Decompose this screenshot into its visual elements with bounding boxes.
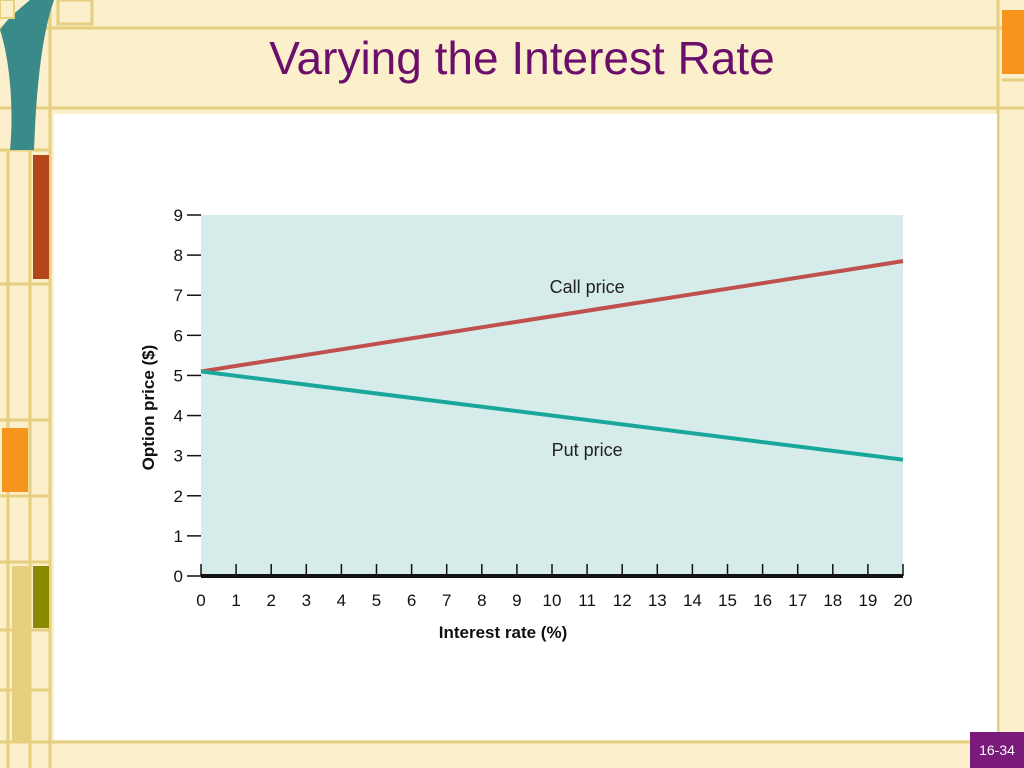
x-tick-label: 0	[196, 591, 205, 610]
x-tick-label: 11	[578, 591, 596, 610]
series-label-call: Call price	[550, 277, 625, 297]
x-tick-label: 6	[407, 591, 416, 610]
slide-title: Varying the Interest Rate	[269, 32, 775, 84]
page-number-badge: 16-34	[970, 732, 1024, 768]
x-tick-label: 19	[858, 591, 877, 610]
x-tick-label: 18	[823, 591, 842, 610]
corner-tab	[0, 0, 15, 19]
orange-accent-left	[2, 428, 28, 492]
y-tick-label: 7	[174, 286, 183, 305]
rust-accent-bar	[33, 155, 49, 279]
y-tick-label: 6	[174, 326, 183, 345]
series-line-put	[200, 369, 904, 462]
x-tick-label: 16	[753, 591, 772, 610]
y-tick-label: 2	[174, 487, 183, 506]
x-tick-label: 1	[231, 591, 240, 610]
x-tick-label: 17	[788, 591, 807, 610]
y-tick-label: 5	[174, 366, 183, 385]
orange-accent-right	[1002, 10, 1024, 74]
x-tick-label: 7	[442, 591, 451, 610]
x-tick-label: 3	[302, 591, 311, 610]
x-axis: 0 1 2 3 4 5 6 7 8 9 10 11 12 13 14 15 16 17 18 19 20	[196, 564, 912, 610]
y-tick-label: 1	[174, 527, 183, 546]
y-tick-label: 3	[174, 447, 183, 466]
series-line-call	[200, 259, 904, 374]
corner-square	[56, 0, 94, 26]
y-tick-label: 4	[174, 407, 183, 426]
series-layer: Call price Put price	[200, 259, 904, 462]
x-tick-label: 15	[718, 591, 737, 610]
gold-accent-bar	[12, 566, 30, 742]
y-tick-label: 9	[174, 206, 183, 225]
teal-swoosh-shape	[0, 0, 54, 150]
x-tick-label: 9	[512, 591, 521, 610]
x-tick-label: 13	[648, 591, 667, 610]
x-tick-label: 20	[894, 591, 913, 610]
x-tick-label: 5	[372, 591, 381, 610]
x-tick-label: 4	[337, 591, 346, 610]
x-axis-label: Interest rate (%)	[439, 623, 567, 642]
plot-background	[201, 215, 903, 576]
x-tick-label: 10	[543, 591, 562, 610]
series-label-put: Put price	[552, 440, 623, 460]
olive-accent-bar	[33, 566, 49, 628]
y-tick-label: 0	[174, 567, 183, 586]
x-tick-label: 8	[477, 591, 486, 610]
x-tick-label: 2	[266, 591, 275, 610]
x-tick-label: 14	[683, 591, 702, 610]
y-axis: 0 1 2 3 4 5 6 7 8 9	[174, 206, 201, 586]
y-tick-label: 8	[174, 246, 183, 265]
y-axis-label: Option price ($)	[139, 345, 158, 471]
x-tick-label: 12	[613, 591, 632, 610]
